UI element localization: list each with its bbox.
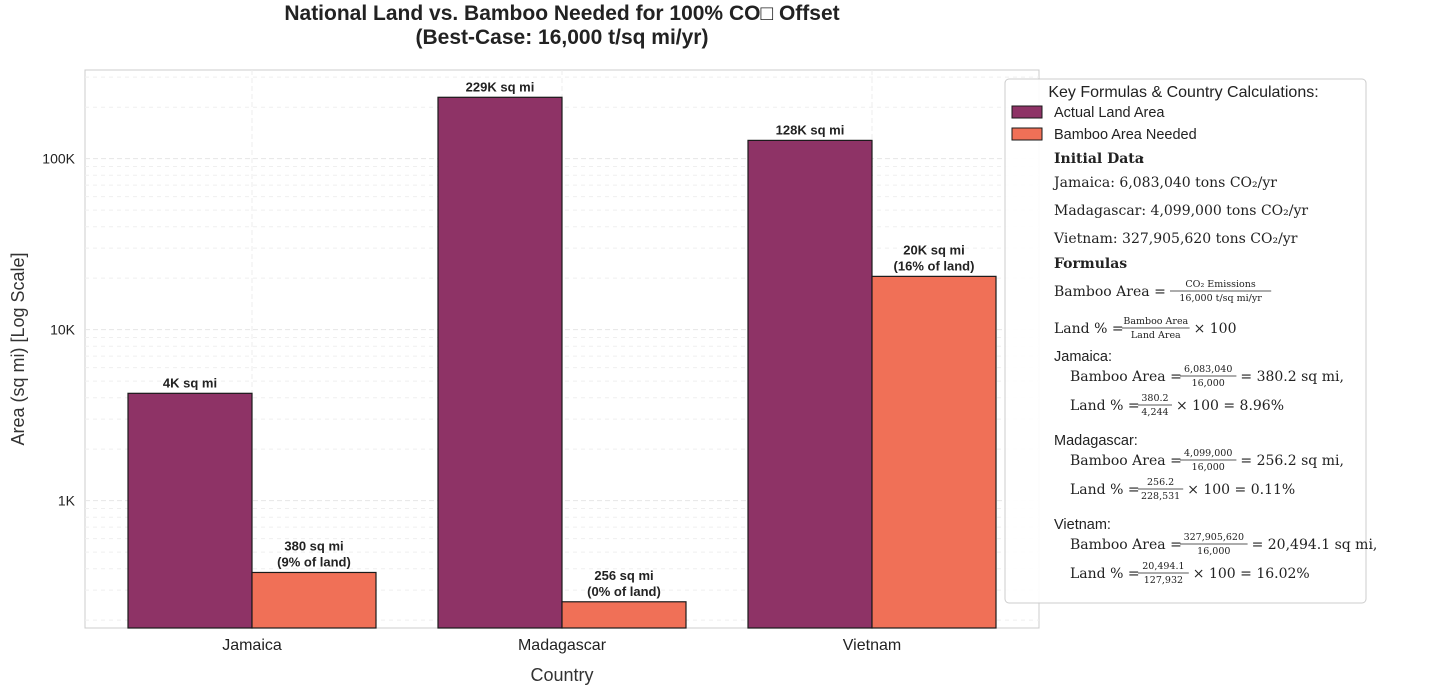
legend-swatch [1011,105,1043,119]
legend-calc-land-fraction-denominator: 228,531 [1141,491,1180,502]
legend-title: Key Formulas & Country Calculations: [1048,84,1318,101]
legend-calc-land-result: × 100 = 0.11% [1187,482,1295,498]
bar-value-label: 256 sq mi [594,568,653,583]
x-tick-label: Vietnam [843,637,901,654]
legend-formula-bamboo-fraction-numerator: CO₂ Emissions [1185,279,1255,290]
legend-calc-land-prefix: Land % = [1070,566,1140,582]
legend-calc-bamboo-fraction-denominator: 16,000 [1197,546,1230,557]
legend-country-name: Madagascar: [1054,433,1138,449]
legend: Key Formulas & Country Calculations: Actu… [1004,78,1378,604]
y-tick-label: 10K [50,322,76,338]
legend-calc-land-prefix: Land % = [1070,482,1140,498]
legend-calc-bamboo-fraction-numerator: 6,083,040 [1184,364,1232,375]
legend-calc-bamboo-fraction-numerator: 327,905,620 [1184,532,1244,543]
bar-land-area-madagascar [437,96,563,629]
bars [127,96,997,629]
legend-calc-land-result: × 100 = 8.96% [1176,398,1284,414]
legend-colon: : [1140,151,1145,167]
legend-country-name: Jamaica: [1054,349,1112,365]
legend-formulas-heading: Formulas [1054,256,1127,272]
data-labels: 4K sq mi 229K sq mi 128K sq mi 380 sq mi(9%… [163,79,975,598]
legend-calc-land-prefix: Land % = [1070,398,1140,414]
legend-calc-bamboo-fraction-denominator: 16,000 [1192,378,1225,389]
legend-formula-bamboo-prefix: Bamboo Area = [1054,284,1166,300]
bar-value-label: 229K sq mi [466,79,535,94]
y-tick-label: 1K [58,493,76,509]
legend-calc-land-fraction-numerator: 380.2 [1141,393,1168,404]
legend-calc-land-fraction-numerator: 256.2 [1147,477,1174,488]
legend-initial-data-line: Vietnam: 327,905,620 tons CO₂/yr [1053,231,1298,247]
legend-entry-label: Bamboo Area Needed [1054,127,1197,143]
bar-land-area-vietnam [747,139,873,629]
legend-calc-bamboo-prefix: Bamboo Area = [1070,369,1182,385]
legend-calc-bamboo-result: = 20,494.1 sq mi, [1252,537,1378,553]
legend-initial-data-line: Jamaica: 6,083,040 tons CO₂/yr [1052,175,1277,191]
x-tick-label: Madagascar [518,637,607,654]
bar-value-label: 4K sq mi [163,375,217,390]
bar-value-label: 20K sq mi [903,242,964,257]
chart-title-line1: National Land vs. Bamboo Needed for 100%… [284,2,839,25]
legend-formula-bamboo-fraction-denominator: 16,000 t/sq mi/yr [1179,293,1262,304]
legend-calc-land-fraction-denominator: 127,932 [1144,575,1183,586]
legend-calc-bamboo-result: = 380.2 sq mi, [1240,369,1344,385]
legend-formula-land-fraction-denominator: Land Area [1131,330,1181,341]
legend-calc-land-fraction-numerator: 20,494.1 [1142,561,1184,572]
x-tick-label: Jamaica [222,637,282,654]
legend-calc-bamboo-prefix: Bamboo Area = [1070,537,1182,553]
legend-formula-land-prefix: Land % = [1054,321,1124,337]
y-axis-title: Area (sq mi) [Log Scale] [8,252,28,445]
bar-value-label: 128K sq mi [776,122,845,137]
legend-formula-land-suffix: × 100 [1194,321,1237,337]
bar-value-label: (0% of land) [587,584,661,599]
legend-calc-bamboo-prefix: Bamboo Area = [1070,453,1182,469]
y-axis-ticks: 1K 10K 100K [42,151,75,509]
legend-box [1004,78,1367,604]
bar-value-label: (16% of land) [894,258,975,273]
bar-bamboo-area-vietnam [871,275,997,629]
legend-calc-land-result: × 100 = 16.02% [1193,566,1310,582]
bar-value-label: 380 sq mi [284,538,343,553]
legend-country-name: Vietnam: [1054,517,1111,533]
legend-initial-data-heading: Initial Data [1054,151,1144,167]
legend-calc-land-fraction-denominator: 4,244 [1141,407,1168,418]
legend-swatch [1011,127,1043,141]
x-axis-title: Country [530,665,593,685]
y-tick-label: 100K [42,151,75,167]
legend-entry-label: Actual Land Area [1054,105,1165,121]
bar-bamboo-area-madagascar [561,601,687,629]
bar-bamboo-area-jamaica [251,571,377,629]
legend-calc-bamboo-fraction-denominator: 16,000 [1192,462,1225,473]
legend-calc-bamboo-result: = 256.2 sq mi, [1240,453,1344,469]
bar-value-label: (9% of land) [277,554,351,569]
legend-formula-land-fraction-numerator: Bamboo Area [1123,316,1188,327]
legend-calc-bamboo-fraction-numerator: 4,099,000 [1184,448,1232,459]
legend-initial-data-line: Madagascar: 4,099,000 tons CO₂/yr [1054,203,1308,219]
x-axis-ticks: Jamaica Madagascar Vietnam [222,637,901,654]
bar-land-area-jamaica [127,392,253,629]
chart-title-line2: (Best-Case: 16,000 t/sq mi/yr) [416,26,709,49]
